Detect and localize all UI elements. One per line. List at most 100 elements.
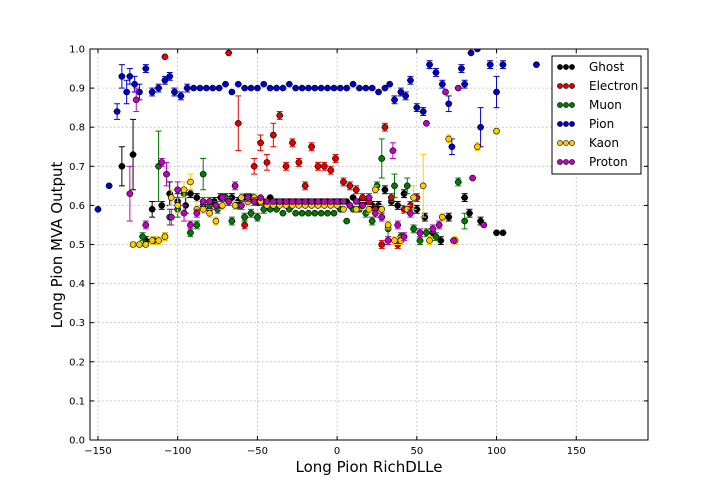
data-point — [257, 139, 264, 147]
data-point — [352, 198, 360, 205]
data-point — [324, 209, 331, 217]
data-point — [474, 143, 481, 151]
data-point — [298, 209, 306, 217]
data-point — [94, 206, 102, 213]
data-point — [168, 213, 175, 221]
y-tick-label: 0.1 — [69, 396, 85, 407]
data-point — [254, 84, 261, 92]
data-point — [423, 229, 430, 237]
data-point — [439, 213, 446, 221]
data-point — [250, 163, 258, 170]
data-point — [429, 225, 437, 233]
data-point — [212, 217, 220, 225]
data-point — [378, 213, 386, 221]
data-point — [166, 73, 174, 80]
data-point — [375, 88, 382, 96]
data-point — [337, 84, 344, 92]
data-point — [187, 221, 194, 229]
data-point — [416, 229, 424, 237]
data-point — [155, 237, 162, 244]
data-point — [372, 186, 379, 194]
data-point — [461, 80, 468, 88]
data-point — [270, 131, 277, 139]
legend-marker — [557, 140, 563, 146]
data-point — [410, 225, 417, 233]
legend-entry-muon: Muon — [557, 98, 622, 112]
data-point — [231, 182, 239, 190]
data-point — [260, 80, 268, 88]
legend-marker — [557, 102, 563, 108]
data-point — [295, 159, 303, 166]
data-point — [118, 73, 126, 80]
legend-label: Proton — [589, 155, 628, 169]
legend-marker — [569, 64, 575, 70]
data-point — [228, 88, 236, 96]
y-tick-label: 0.8 — [69, 123, 85, 134]
data-point — [368, 84, 376, 92]
legend-label: Pion — [589, 117, 614, 131]
data-point — [454, 178, 462, 186]
data-point — [445, 100, 453, 108]
data-point — [368, 217, 376, 225]
data-point — [139, 233, 146, 240]
data-point — [340, 178, 347, 186]
data-point — [142, 221, 150, 229]
legend-marker — [569, 140, 575, 146]
data-point — [493, 127, 500, 135]
data-point — [384, 221, 392, 229]
x-tick-label: −50 — [247, 446, 268, 457]
data-point — [439, 80, 446, 88]
legend-entry-kaon: Kaon — [557, 136, 619, 150]
x-tick-label: 0 — [334, 446, 340, 457]
data-point — [327, 166, 335, 174]
data-point — [292, 84, 299, 92]
data-point — [445, 135, 453, 143]
data-point — [311, 209, 319, 217]
data-point — [257, 194, 264, 201]
x-tick-label: 150 — [567, 446, 586, 457]
y-tick-label: 0.3 — [69, 318, 85, 329]
data-point — [148, 206, 156, 213]
data-point — [276, 198, 284, 205]
data-point — [474, 49, 481, 53]
data-point — [105, 182, 113, 190]
y-tick-label: 0.9 — [69, 84, 85, 95]
data-point — [394, 202, 401, 209]
legend-entry-pion: Pion — [557, 117, 614, 131]
data-point — [263, 159, 271, 166]
data-point — [155, 84, 162, 92]
data-point — [416, 237, 424, 244]
data-point — [180, 186, 188, 194]
data-point — [343, 217, 350, 225]
data-point — [132, 96, 140, 104]
data-point — [442, 88, 449, 96]
data-point — [359, 202, 366, 209]
data-point — [343, 84, 350, 92]
data-point — [266, 84, 274, 92]
data-point — [180, 209, 188, 217]
legend-marker — [563, 64, 569, 70]
data-point — [467, 49, 475, 57]
data-point — [448, 143, 456, 151]
data-point — [292, 209, 299, 217]
data-point — [365, 194, 373, 201]
data-point — [247, 84, 255, 92]
data-point — [356, 84, 363, 92]
data-point — [263, 198, 271, 205]
data-point — [402, 92, 409, 100]
data-point — [196, 84, 204, 92]
legend-marker — [569, 159, 575, 165]
data-point — [461, 194, 468, 201]
data-point — [282, 163, 290, 170]
legend-marker — [569, 102, 575, 108]
data-point — [183, 84, 191, 92]
data-point — [493, 88, 500, 96]
legend-marker — [557, 83, 563, 89]
y-tick-label: 1.0 — [69, 45, 85, 56]
data-point — [381, 123, 389, 131]
data-point — [533, 61, 540, 68]
data-point — [308, 143, 315, 151]
data-point — [301, 198, 309, 205]
data-point — [480, 221, 488, 229]
data-point — [231, 202, 239, 209]
